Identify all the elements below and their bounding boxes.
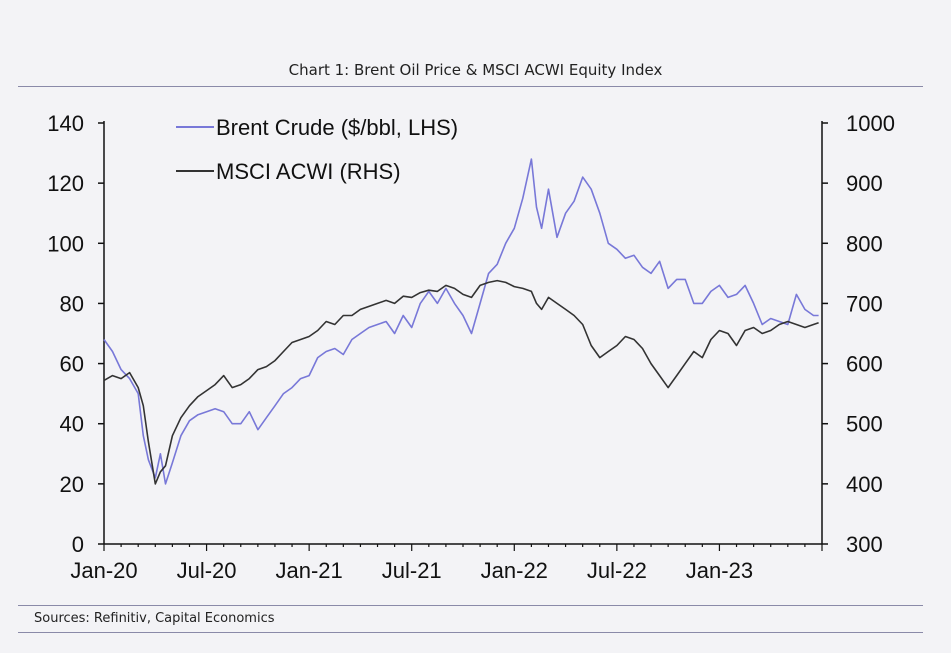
x-tick-label: Jul-20 <box>177 558 237 583</box>
x-tick-label: Jan-20 <box>70 558 137 583</box>
left-tick-label: 140 <box>47 111 84 136</box>
chart-area: 0 20 40 60 80 100 120 140 300 400 500 600 700 800 900 1… <box>47 111 895 583</box>
legend: Brent Crude ($/bbl, LHS) MSCI ACWI (RHS) <box>176 115 458 184</box>
legend-label-brent: Brent Crude ($/bbl, LHS) <box>216 115 458 140</box>
right-tick-label: 600 <box>846 352 883 377</box>
left-tick-label: 120 <box>47 171 84 196</box>
left-tick-label: 100 <box>47 231 84 256</box>
x-tick-label: Jan-21 <box>276 558 343 583</box>
right-tick-label: 800 <box>846 231 883 256</box>
right-tick-label: 1000 <box>846 111 895 136</box>
source-note: Sources: Refinitiv, Capital Economics <box>34 611 275 626</box>
axes: 0 20 40 60 80 100 120 140 300 400 500 600 700 800 900 1… <box>47 111 895 583</box>
top-divider <box>18 86 923 87</box>
brent-crude-line <box>103 158 819 485</box>
left-tick-label: 80 <box>60 291 84 316</box>
right-tick-label: 500 <box>846 412 883 437</box>
bottom-divider <box>18 605 923 606</box>
x-tick-label: Jul-22 <box>587 558 647 583</box>
left-tick-label: 60 <box>60 352 84 377</box>
right-tick-label: 700 <box>846 291 883 316</box>
left-tick-label: 0 <box>72 532 84 557</box>
footer-divider <box>18 632 923 633</box>
right-tick-label: 400 <box>846 472 883 497</box>
left-tick-label: 40 <box>60 412 84 437</box>
left-tick-label: 20 <box>60 472 84 497</box>
x-tick-label: Jan-22 <box>481 558 548 583</box>
legend-label-msci: MSCI ACWI (RHS) <box>216 159 401 184</box>
x-tick-label: Jan-23 <box>686 558 753 583</box>
x-tick-label: Jul-21 <box>382 558 442 583</box>
series-lines <box>103 158 819 485</box>
right-tick-label: 300 <box>846 532 883 557</box>
chart-title: Chart 1: Brent Oil Price & MSCI ACWI Equ… <box>288 61 663 79</box>
right-tick-label: 900 <box>846 171 883 196</box>
msci-acwi-line <box>103 279 819 485</box>
